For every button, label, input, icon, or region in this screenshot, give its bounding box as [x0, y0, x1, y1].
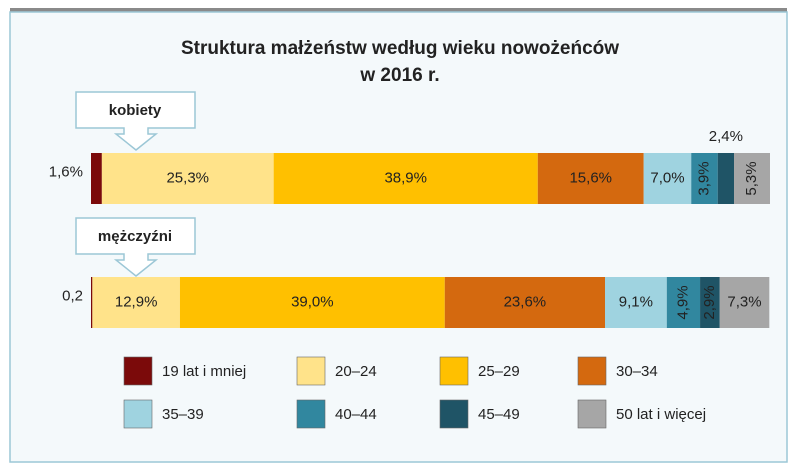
legend-swatch — [123, 356, 153, 386]
bar-segment — [666, 277, 701, 328]
value-label: 39,0% — [291, 293, 334, 310]
legend-swatch — [439, 399, 469, 429]
value-label: 5,3% — [743, 161, 760, 195]
bar-segment — [273, 153, 538, 204]
legend-label: 20–24 — [335, 363, 377, 380]
bar-segment — [719, 277, 770, 328]
bar-segment — [605, 277, 667, 328]
category-label: mężczyźni — [98, 228, 172, 245]
bar-segment — [691, 153, 718, 204]
legend-swatch — [296, 399, 326, 429]
frame-shadow — [10, 8, 787, 14]
chart-title: w 2016 r. — [359, 65, 439, 86]
bar-segment — [734, 153, 770, 204]
value-label: 7,0% — [650, 169, 684, 186]
value-label: 9,1% — [619, 293, 653, 310]
legend-swatch — [577, 399, 607, 429]
value-label: 0,2 — [62, 287, 83, 304]
bar-segment — [91, 277, 93, 328]
chart-title: Struktura małżeństw według wieku nowożeń… — [181, 38, 619, 59]
value-label: 12,9% — [115, 293, 158, 310]
bar-segment — [537, 153, 644, 204]
bar-segment — [643, 153, 692, 204]
bar-segment — [91, 153, 102, 204]
value-label: 1,6% — [49, 163, 83, 180]
value-label: 15,6% — [569, 169, 612, 186]
value-label: 38,9% — [384, 169, 427, 186]
value-label: 2,9% — [701, 285, 718, 319]
value-label: 7,3% — [727, 293, 761, 310]
legend-swatch — [123, 399, 153, 429]
bar-segment — [92, 277, 180, 328]
bar-segment — [101, 153, 274, 204]
bar-segment — [700, 277, 720, 328]
legend-swatch — [577, 356, 607, 386]
legend-swatch — [439, 356, 469, 386]
bar-segment — [444, 277, 606, 328]
bar-segment — [717, 153, 735, 204]
value-label: 23,6% — [504, 293, 547, 310]
callout — [75, 217, 196, 277]
legend-label: 19 lat i mniej — [162, 363, 246, 380]
legend-label: 25–29 — [478, 363, 520, 380]
value-label: 4,9% — [674, 285, 691, 319]
value-label: 3,9% — [695, 161, 712, 195]
legend-label: 35–39 — [162, 406, 204, 423]
value-label: 2,4% — [709, 128, 743, 145]
value-label: 25,3% — [166, 169, 209, 186]
legend-label: 40–44 — [335, 406, 377, 423]
bar-segment — [179, 277, 445, 328]
legend-swatch — [296, 356, 326, 386]
category-label: kobiety — [109, 102, 162, 119]
legend-label: 50 lat i więcej — [616, 406, 706, 423]
legend-label: 30–34 — [616, 363, 658, 380]
legend-label: 45–49 — [478, 406, 520, 423]
callout — [75, 91, 196, 151]
